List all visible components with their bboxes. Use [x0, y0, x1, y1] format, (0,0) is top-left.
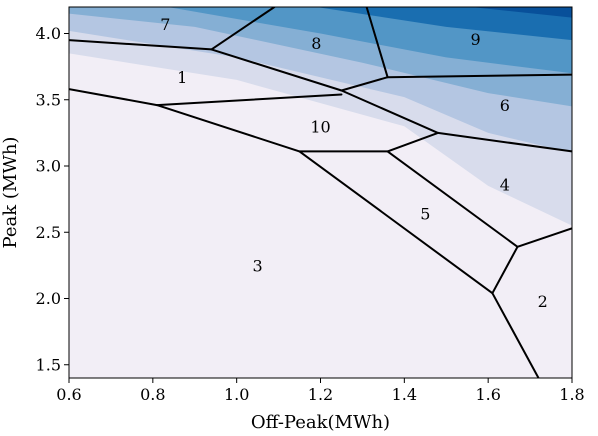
contour-band [470, 7, 572, 18]
x-tick-label: 1.0 [224, 385, 249, 404]
y-axis: 1.5 2.0 2.5 3.0 3.5 4.0 [36, 24, 69, 374]
region-label: 6 [500, 96, 510, 115]
region-boundary [156, 93, 343, 107]
plot-area [69, 7, 572, 378]
region-label: 3 [253, 256, 263, 275]
region-label: 2 [538, 292, 548, 311]
contour-band [316, 7, 572, 41]
y-tick-label: 2.5 [36, 223, 61, 242]
y-tick-label: 2.0 [36, 289, 61, 308]
region-labels: 1 2 3 4 5 6 7 8 9 10 [160, 15, 547, 311]
contour-bands [69, 7, 572, 226]
region-label: 4 [500, 176, 510, 195]
x-tick-label: 1.6 [475, 385, 500, 404]
x-tick-label: 1.8 [559, 385, 584, 404]
region-boundaries [69, 7, 572, 378]
region-label: 8 [311, 34, 321, 53]
x-axis-label: Off-Peak(MWh) [251, 412, 390, 433]
y-axis-label: Peak (MWh) [0, 137, 21, 249]
y-tick-label: 1.5 [36, 355, 61, 374]
y-tick-label: 3.0 [36, 157, 61, 176]
region-label: 7 [160, 15, 170, 34]
region-label: 9 [471, 30, 481, 49]
region-boundary [210, 7, 276, 51]
y-tick-label: 4.0 [36, 24, 61, 43]
x-tick-label: 0.6 [56, 385, 81, 404]
x-tick-label: 0.8 [140, 385, 165, 404]
region-boundary [491, 245, 519, 295]
region-label: 5 [420, 205, 430, 224]
x-tick-label: 1.2 [308, 385, 333, 404]
x-tick-label: 1.4 [392, 385, 417, 404]
region-label: 10 [310, 117, 330, 136]
x-axis: 0.6 0.8 1.0 1.2 1.4 1.6 1.8 [56, 378, 585, 404]
region-boundary [365, 7, 389, 79]
region-label: 1 [177, 68, 187, 87]
y-tick-label: 3.5 [36, 90, 61, 109]
